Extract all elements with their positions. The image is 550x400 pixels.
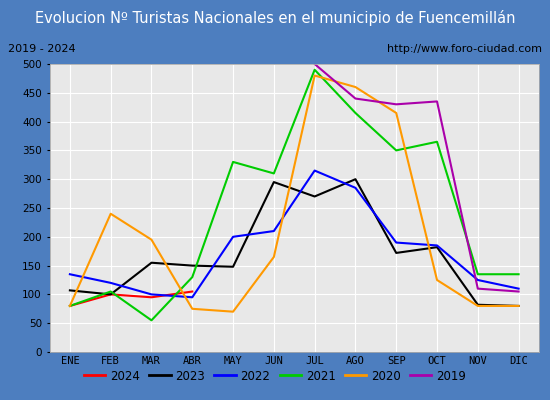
Text: 2019 - 2024: 2019 - 2024 [8, 44, 76, 54]
Text: http://www.foro-ciudad.com: http://www.foro-ciudad.com [387, 44, 542, 54]
Text: Evolucion Nº Turistas Nacionales en el municipio de Fuencemillán: Evolucion Nº Turistas Nacionales en el m… [35, 10, 515, 26]
Legend: 2024, 2023, 2022, 2021, 2020, 2019: 2024, 2023, 2022, 2021, 2020, 2019 [79, 365, 471, 387]
